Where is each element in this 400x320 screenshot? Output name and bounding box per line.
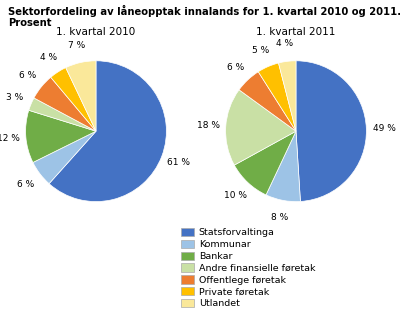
Text: 3 %: 3 % [6,93,24,102]
Legend: Statsforvaltinga, Kommunar, Bankar, Andre finansielle føretak, Offentlege føreta: Statsforvaltinga, Kommunar, Bankar, Andr… [177,224,319,312]
Wedge shape [266,131,300,202]
Wedge shape [226,90,296,165]
Text: 6 %: 6 % [17,180,34,189]
Text: 8 %: 8 % [271,213,288,222]
Wedge shape [51,68,96,131]
Wedge shape [26,110,96,163]
Text: Prosent: Prosent [8,18,52,28]
Wedge shape [278,61,296,131]
Wedge shape [66,61,96,131]
Text: 49 %: 49 % [372,124,395,133]
Text: 6 %: 6 % [227,62,244,72]
Text: 18 %: 18 % [197,121,220,130]
Text: 5 %: 5 % [252,46,270,55]
Wedge shape [29,98,96,131]
Text: 7 %: 7 % [68,41,85,50]
Text: 6 %: 6 % [19,71,36,80]
Text: 10 %: 10 % [224,191,247,200]
Wedge shape [33,131,96,184]
Wedge shape [239,72,296,131]
Wedge shape [34,77,96,131]
Text: 4 %: 4 % [276,39,294,48]
Text: 12 %: 12 % [0,134,20,143]
Title: 1. kvartal 2011: 1. kvartal 2011 [256,27,336,37]
Text: 61 %: 61 % [167,158,190,167]
Title: 1. kvartal 2010: 1. kvartal 2010 [56,27,136,37]
Wedge shape [296,61,366,202]
Wedge shape [49,61,166,202]
Wedge shape [258,63,296,131]
Text: Sektorfordeling av låneopptak innalands for 1. kvartal 2010 og 2011.: Sektorfordeling av låneopptak innalands … [8,5,400,17]
Text: 4 %: 4 % [40,53,57,62]
Wedge shape [234,131,296,195]
